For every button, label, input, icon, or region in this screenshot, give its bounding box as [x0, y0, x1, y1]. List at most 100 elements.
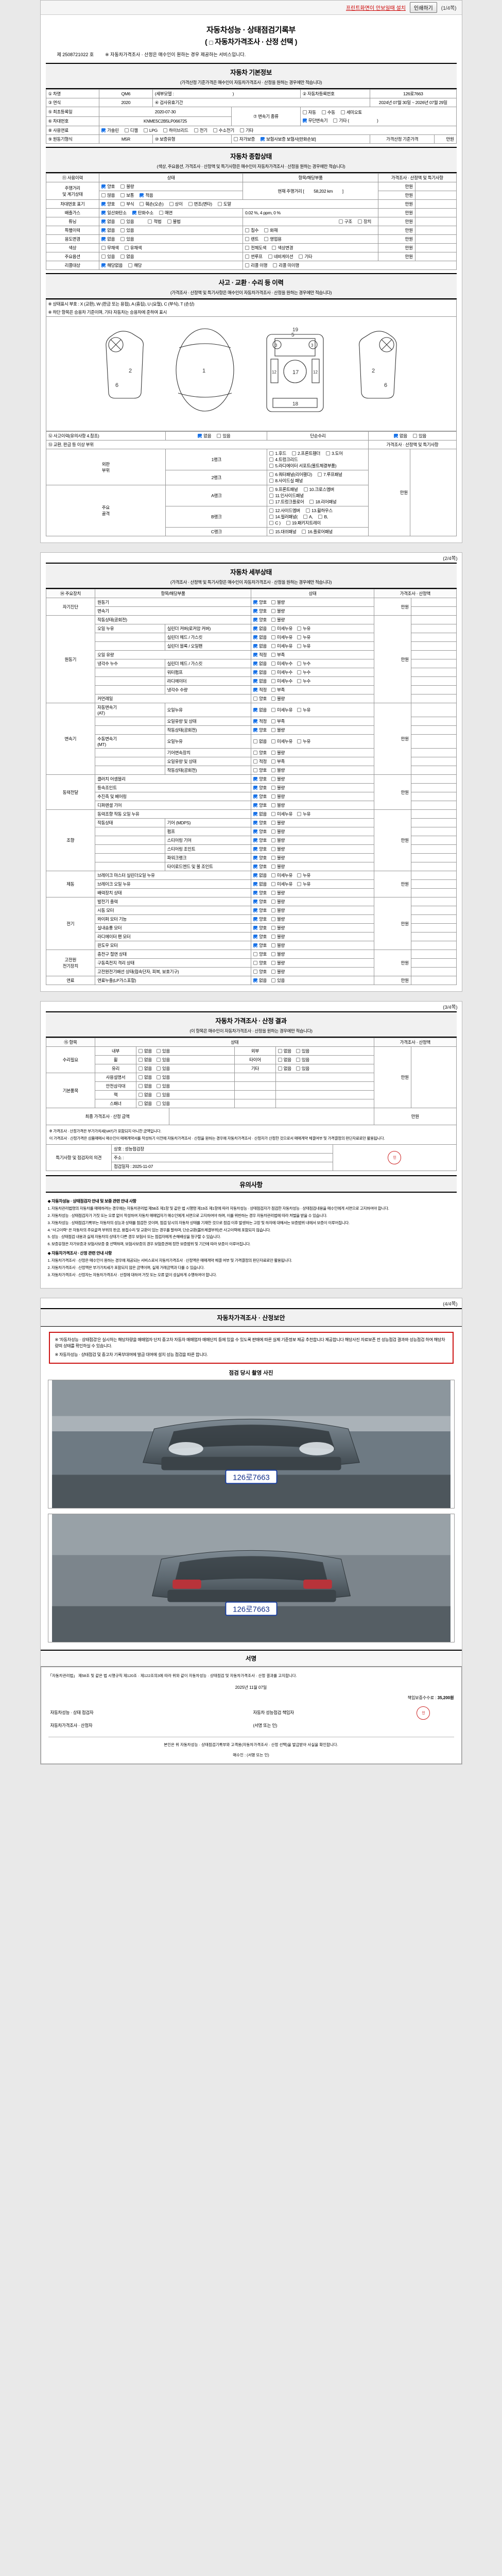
- checkbox[interactable]: [326, 451, 331, 455]
- checkbox[interactable]: [138, 1093, 143, 1097]
- part-rear-panel[interactable]: 18.리어패널: [309, 499, 337, 505]
- detail-5-1-option-0[interactable]: 없음: [253, 881, 267, 887]
- special-flood[interactable]: 침수: [245, 227, 258, 233]
- checkbox[interactable]: [138, 1066, 143, 1071]
- checkbox-checked[interactable]: [253, 865, 257, 869]
- price-2-a-option-0[interactable]: 없음: [138, 1065, 152, 1072]
- checkbox[interactable]: [297, 812, 302, 816]
- checkbox[interactable]: [271, 644, 276, 648]
- checkbox[interactable]: [273, 263, 278, 267]
- checkbox[interactable]: [148, 219, 152, 224]
- checkbox[interactable]: [269, 457, 274, 462]
- checkbox-checked[interactable]: [101, 202, 106, 206]
- detail-5-0-option-1[interactable]: 미세누유: [271, 872, 292, 878]
- special-none[interactable]: 없음: [101, 227, 115, 233]
- usage-commercial[interactable]: 영업용: [264, 236, 282, 242]
- detail-price-input-5-0[interactable]: [410, 871, 457, 880]
- detail-1-1-option-2[interactable]: 누유: [297, 625, 310, 632]
- part-hood[interactable]: 1.후드: [269, 450, 286, 456]
- detail-2-4-option-0[interactable]: 양호: [253, 750, 267, 756]
- checkbox[interactable]: [321, 110, 326, 114]
- detail-2-0-option-0[interactable]: 없음: [253, 707, 267, 713]
- checkbox-checked[interactable]: [253, 786, 257, 790]
- detail-6-3-option-0[interactable]: 양호: [253, 925, 267, 931]
- checkbox-checked[interactable]: [101, 184, 106, 189]
- print-button[interactable]: 인쇄하기: [409, 2, 437, 13]
- checkbox-checked[interactable]: [302, 118, 307, 123]
- price-1-a-option-0[interactable]: 없음: [138, 1057, 152, 1063]
- checkbox[interactable]: [271, 926, 276, 930]
- checkbox-checked[interactable]: [253, 917, 257, 921]
- part-package-tray[interactable]: 19.패키지트레이: [286, 520, 321, 526]
- checkbox-checked[interactable]: [261, 137, 265, 141]
- checkbox-checked[interactable]: [101, 263, 106, 267]
- detail-6-4-option-1[interactable]: 불량: [271, 934, 285, 940]
- checkbox-checked[interactable]: [253, 600, 257, 604]
- detail-price-input-1-7[interactable]: [410, 676, 457, 686]
- part-dash-panel[interactable]: 15.대쉬패널: [269, 529, 297, 535]
- detail-price-input-6-3[interactable]: [410, 923, 457, 933]
- checkbox[interactable]: [278, 1049, 282, 1053]
- checkbox[interactable]: [124, 246, 129, 250]
- recall-done[interactable]: 리콜 이행: [245, 262, 268, 268]
- checkbox[interactable]: [253, 961, 257, 965]
- checkbox[interactable]: [156, 1075, 161, 1079]
- part-pillar-c[interactable]: C ): [269, 520, 281, 526]
- price-input[interactable]: [414, 243, 457, 252]
- detail-6-1-option-1[interactable]: 불량: [271, 907, 285, 913]
- checkbox-checked[interactable]: [253, 635, 257, 639]
- vin-mark-painted[interactable]: 도말: [217, 201, 231, 207]
- price-5-a-option-1[interactable]: 있음: [156, 1092, 170, 1098]
- detail-3-0-option-1[interactable]: 불량: [271, 776, 285, 782]
- transmission-option-cvt[interactable]: 무단변속기: [302, 117, 328, 124]
- checkbox[interactable]: [269, 487, 274, 492]
- checkbox[interactable]: [271, 873, 276, 877]
- detail-price-input-1-8[interactable]: [410, 685, 457, 694]
- detail-price-input-1-0[interactable]: [410, 615, 457, 624]
- detail-price-input-2-1[interactable]: [410, 717, 457, 726]
- checkbox[interactable]: [269, 451, 274, 455]
- detail-5-1-option-2[interactable]: 누유: [297, 881, 310, 887]
- detail-1-4-option-1[interactable]: 부족: [271, 652, 285, 658]
- checkbox[interactable]: [120, 255, 125, 259]
- detail-0-0-option-0[interactable]: 양호: [253, 599, 267, 605]
- price-2-a-option-1[interactable]: 있음: [156, 1065, 170, 1072]
- checkbox[interactable]: [245, 237, 250, 241]
- checkbox-checked[interactable]: [253, 644, 257, 648]
- price-1-b-option-0[interactable]: 없음: [278, 1057, 291, 1063]
- detail-price-input-4-0[interactable]: [410, 809, 457, 819]
- price-4-a-option-1[interactable]: 있음: [156, 1083, 170, 1089]
- detail-4-4-option-0[interactable]: 양호: [253, 846, 267, 852]
- checkbox-checked[interactable]: [101, 228, 106, 232]
- detail-price-input-1-2[interactable]: [410, 633, 457, 642]
- detail-price-input-4-2[interactable]: [410, 827, 457, 836]
- vin-mark-damaged[interactable]: 훼손(오손): [140, 201, 164, 207]
- checkbox[interactable]: [297, 873, 302, 877]
- checkbox[interactable]: [245, 228, 250, 232]
- mileage-many[interactable]: 많음: [101, 192, 115, 198]
- detail-6-5-option-1[interactable]: 불량: [271, 942, 285, 948]
- mileage-normal[interactable]: 보통: [120, 192, 134, 198]
- detail-1-9-option-1[interactable]: 불량: [271, 696, 285, 702]
- usage-none[interactable]: 없음: [101, 236, 115, 242]
- checkbox[interactable]: [302, 530, 306, 534]
- detail-price-input-2-5[interactable]: [410, 757, 457, 766]
- detail-1-1-option-1[interactable]: 미세누유: [271, 625, 292, 632]
- checkbox[interactable]: [302, 110, 307, 114]
- checkbox[interactable]: [239, 128, 244, 132]
- detail-price-input-1-4[interactable]: [410, 650, 457, 659]
- checkbox[interactable]: [271, 952, 276, 956]
- checkbox[interactable]: [253, 952, 257, 956]
- part-pillar-a[interactable]: A,: [303, 514, 313, 519]
- price-1-a-option-1[interactable]: 있음: [156, 1057, 170, 1063]
- checkbox-checked[interactable]: [393, 434, 398, 438]
- checkbox[interactable]: [271, 908, 276, 912]
- checkbox-checked[interactable]: [253, 719, 257, 723]
- detail-4-1-option-1[interactable]: 불량: [271, 820, 285, 826]
- price-2-b-option-0[interactable]: 없음: [278, 1065, 291, 1072]
- checkbox[interactable]: [318, 515, 323, 519]
- tuning-none[interactable]: 없음: [101, 218, 115, 225]
- detail-6-3-option-1[interactable]: 불량: [271, 925, 285, 931]
- part-radiator-support[interactable]: 5.라디에이터 서포트(볼트체결부품): [269, 463, 337, 469]
- install-print-link[interactable]: 프린트화면이 안보일때 설치: [345, 6, 406, 11]
